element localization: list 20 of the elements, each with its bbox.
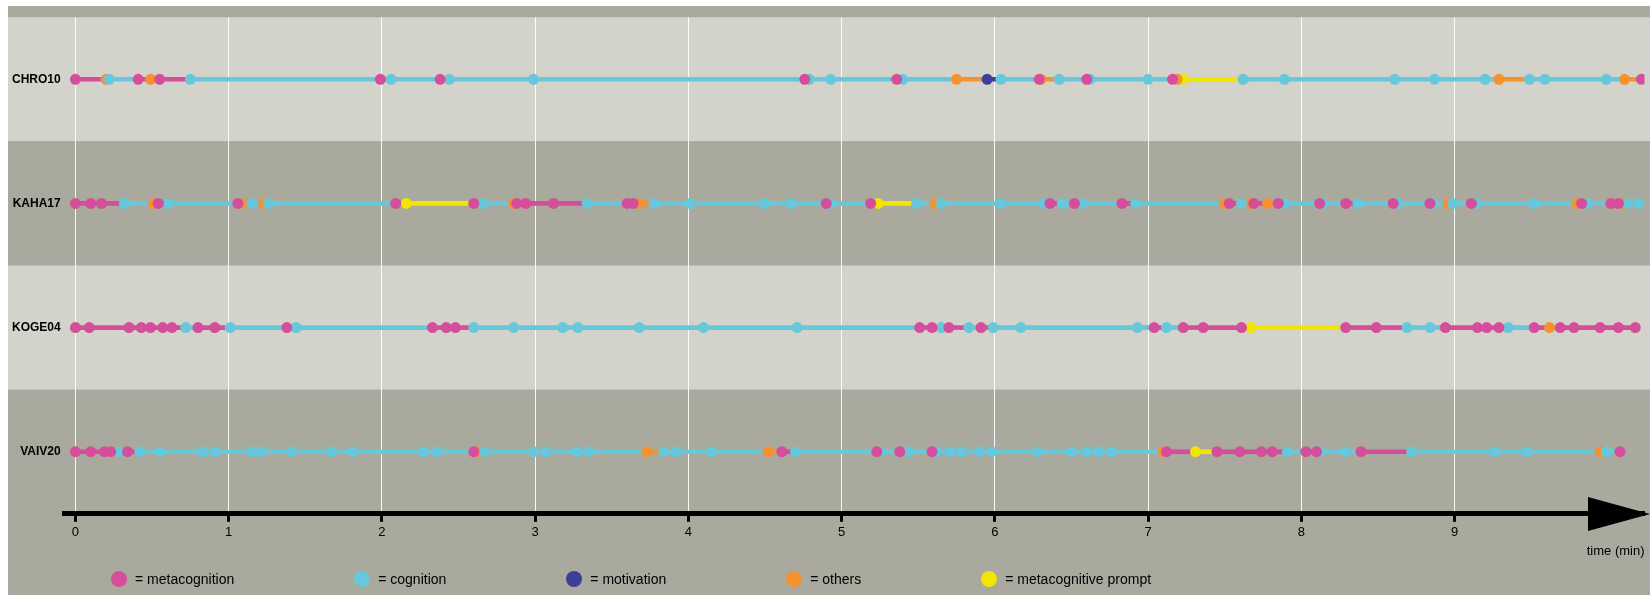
x-tick-label: 0 <box>71 524 80 540</box>
legend-label: = others <box>810 571 862 587</box>
y-tick-label: VAIV20 <box>20 444 62 459</box>
legend-label: = cognition <box>378 571 447 587</box>
legend-label: = motivation <box>590 571 667 587</box>
x-tick-label: 2 <box>378 524 386 540</box>
y-tick-label: CHRO10 <box>12 71 61 86</box>
x-tick-label: 9 <box>1450 524 1459 540</box>
y-tick-label: KAHA17 <box>12 195 62 210</box>
legend-label: = metacognition <box>135 571 235 587</box>
y-tick-label: KOGE04 <box>12 319 62 334</box>
x-axis-title: time (min) <box>1586 542 1645 558</box>
x-tick-label: 3 <box>531 524 539 540</box>
x-tick-label: 1 <box>225 524 233 540</box>
x-tick-label: 5 <box>837 524 846 540</box>
x-tick-label: 4 <box>684 524 692 540</box>
x-tick-label: 6 <box>991 524 999 540</box>
x-tick-label: 7 <box>1144 524 1152 540</box>
x-tick-label: 8 <box>1297 524 1305 540</box>
legend-label: = metacognitive prompt <box>1005 571 1152 587</box>
